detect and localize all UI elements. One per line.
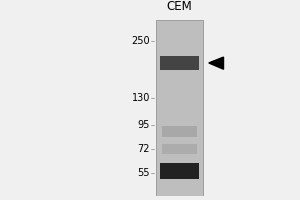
Text: 72: 72	[137, 144, 150, 154]
Text: CEM: CEM	[167, 0, 192, 13]
Polygon shape	[209, 57, 224, 69]
Bar	[156, 20, 203, 196]
Text: 130: 130	[132, 93, 150, 103]
Text: 55: 55	[137, 168, 150, 178]
Text: 95: 95	[138, 120, 150, 130]
Text: 250: 250	[131, 36, 150, 46]
